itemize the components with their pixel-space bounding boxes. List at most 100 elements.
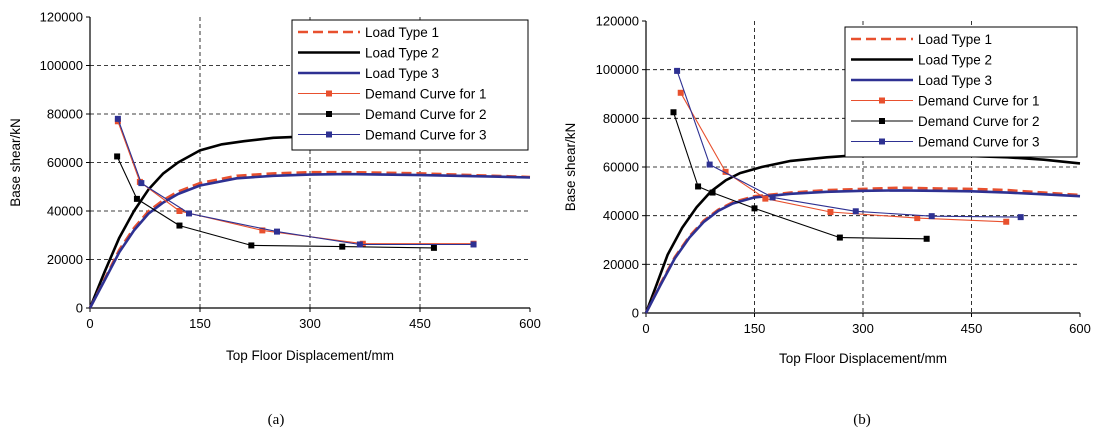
- series-line: [88, 170, 531, 309]
- panel-label: (b): [853, 412, 871, 428]
- y-tick-label: 20000: [603, 257, 639, 272]
- y-tick-label: 60000: [47, 155, 83, 170]
- x-tick-label: 300: [852, 321, 874, 336]
- x-tick-label: 450: [961, 321, 983, 336]
- series-demand-curve-for-3: [674, 67, 1024, 221]
- legend-marker: [879, 138, 885, 145]
- series-line: [88, 135, 465, 309]
- data-point: [274, 228, 280, 235]
- data-point: [259, 227, 266, 234]
- data-point: [928, 213, 935, 220]
- x-tick-label: 0: [642, 321, 649, 336]
- legend-marker: [879, 97, 885, 104]
- data-point: [706, 161, 713, 168]
- series-load-type-3: [644, 189, 1081, 314]
- data-point: [769, 194, 776, 201]
- data-point: [114, 153, 121, 160]
- series-line: [676, 70, 1021, 218]
- data-point: [114, 115, 121, 122]
- data-point: [1017, 214, 1024, 221]
- y-tick-label: 40000: [47, 204, 83, 219]
- legend: Load Type 1 Load Type 2 Load Type 3 Demand …: [291, 19, 529, 151]
- x-tick-label: 450: [409, 316, 431, 331]
- data-point: [176, 208, 183, 214]
- legend-label: Load Type 3: [365, 66, 439, 81]
- series-load-type-2: [88, 135, 465, 309]
- x-axis-label: Top Floor Displacement/mm: [779, 351, 947, 366]
- legend-label: Load Type 1: [365, 25, 439, 40]
- data-point: [836, 234, 843, 241]
- series-line: [644, 189, 1081, 314]
- legend-label: Demand Curve for 1: [365, 87, 487, 102]
- y-tick-label: 100000: [40, 58, 83, 73]
- legend-marker: [326, 90, 332, 97]
- legend-label: Load Type 2: [365, 46, 439, 61]
- y-tick-label: 120000: [596, 14, 639, 29]
- y-tick-label: 20000: [47, 252, 83, 267]
- data-point: [827, 209, 834, 216]
- x-tick-label: 0: [86, 316, 93, 331]
- legend-label: Load Type 2: [918, 53, 992, 68]
- data-point: [709, 189, 716, 196]
- data-point: [674, 67, 681, 74]
- data-point: [677, 89, 684, 96]
- series-load-type-1: [88, 170, 531, 309]
- legend-label: Demand Curve for 1: [918, 94, 1040, 109]
- data-point: [852, 208, 859, 215]
- y-tick-label: 120000: [40, 10, 83, 25]
- legend-label: Demand Curve for 3: [365, 128, 487, 143]
- legend-box: [844, 26, 1078, 158]
- x-tick-label: 300: [299, 316, 321, 331]
- y-tick-label: 60000: [603, 160, 639, 175]
- chart-panel-1: 0 20000 40000 60000 80000 100000 120000 0 150 300…: [8, 10, 541, 429]
- y-tick-label: 40000: [603, 208, 639, 223]
- y-tick-label: 80000: [603, 111, 639, 126]
- data-point: [138, 180, 145, 187]
- data-point: [186, 210, 192, 217]
- chart-panel-2: 0 20000 40000 60000 80000 100000 120000 0 150 300…: [563, 14, 1091, 429]
- data-point: [248, 242, 255, 249]
- data-point: [339, 243, 346, 250]
- data-point: [356, 241, 363, 248]
- y-axis-label: Base shear/kN: [563, 123, 578, 212]
- y-tick-label: 80000: [47, 107, 83, 122]
- x-tick-label: 600: [519, 316, 541, 331]
- series-demand-curve-for-3: [114, 115, 477, 248]
- data-point: [751, 205, 758, 212]
- legend-marker: [879, 118, 885, 124]
- series-line: [88, 172, 531, 309]
- x-tick-label: 600: [1069, 321, 1091, 336]
- x-axis-label: Top Floor Displacement/mm: [226, 348, 394, 363]
- data-point: [914, 215, 921, 222]
- data-point: [176, 222, 183, 229]
- y-axis-label: Base shear/kN: [8, 118, 23, 207]
- legend: Load Type 1 Load Type 2 Load Type 3 Demand …: [844, 26, 1078, 158]
- legend-label: Load Type 1: [918, 32, 992, 47]
- y-tick-label: 0: [632, 306, 639, 321]
- data-point: [722, 168, 729, 175]
- legend-marker: [326, 111, 332, 117]
- data-point: [670, 109, 677, 116]
- data-point: [762, 195, 769, 202]
- y-tick-label: 100000: [596, 62, 639, 77]
- series-line: [672, 112, 927, 240]
- series-line: [117, 121, 474, 245]
- legend-marker: [326, 131, 332, 138]
- data-point: [1003, 218, 1010, 225]
- data-point: [923, 235, 930, 242]
- data-point: [695, 183, 702, 190]
- legend-label: Demand Curve for 3: [918, 135, 1040, 150]
- y-tick-label: 0: [76, 301, 83, 316]
- data-point: [133, 195, 140, 202]
- panel-label: (a): [268, 412, 285, 428]
- x-tick-label: 150: [189, 316, 211, 331]
- legend-box: [291, 19, 529, 151]
- series-demand-curve-for-2: [670, 109, 930, 242]
- series-line: [117, 118, 474, 246]
- legend-label: Demand Curve for 2: [918, 114, 1040, 129]
- legend-label: Demand Curve for 2: [365, 107, 487, 122]
- data-point: [430, 244, 437, 251]
- x-tick-label: 150: [744, 321, 766, 336]
- data-point: [470, 241, 477, 248]
